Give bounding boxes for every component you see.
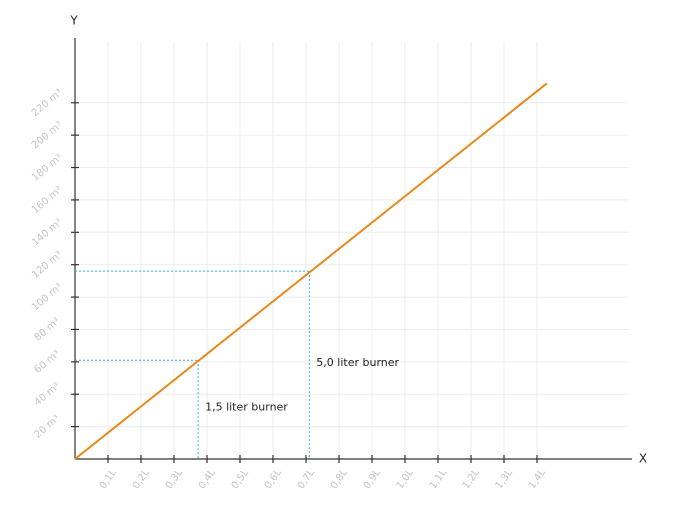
x-tick-label: 1,3L bbox=[494, 467, 516, 491]
y-tick-label: 140 m³ bbox=[30, 217, 65, 249]
annotation: 1,5 liter burner bbox=[205, 401, 288, 414]
x-tick-label: 0,3L bbox=[164, 467, 186, 491]
y-tick-label: 40 m³ bbox=[32, 381, 62, 408]
x-tick-label: 0,5L bbox=[230, 467, 252, 491]
y-tick-label: 200 m³ bbox=[30, 120, 65, 152]
x-tick-label: 1,4L bbox=[527, 467, 549, 491]
x-tick-label: 0,6L bbox=[263, 467, 285, 491]
y-tick-label: 160 m³ bbox=[30, 185, 65, 217]
x-tick-label: 0,8L bbox=[329, 467, 351, 491]
x-axis-label: X bbox=[639, 452, 647, 466]
y-axis-label: Y bbox=[69, 14, 78, 28]
y-tick-label: 80 m³ bbox=[32, 316, 62, 343]
y-tick-label: 220 m³ bbox=[30, 87, 65, 119]
y-tick-label: 20 m³ bbox=[32, 413, 62, 440]
x-tick-label: 1,2L bbox=[461, 467, 483, 491]
data-line bbox=[74, 82, 548, 460]
y-tick-label: 120 m³ bbox=[30, 249, 65, 281]
x-tick-label: 0,9L bbox=[362, 467, 384, 491]
x-tick-label: 0,7L bbox=[296, 467, 318, 491]
x-tick-label: 1,0L bbox=[395, 467, 417, 491]
x-tick-label: 1,1L bbox=[428, 467, 450, 491]
y-tick-label: 60 m³ bbox=[32, 348, 62, 375]
y-tick-label: 100 m³ bbox=[30, 282, 65, 314]
x-tick-label: 0,4L bbox=[197, 467, 219, 491]
x-tick-label: 0,1L bbox=[98, 467, 120, 491]
annotation: 5,0 liter burner bbox=[316, 356, 399, 369]
y-tick-label: 180 m³ bbox=[30, 152, 65, 184]
x-tick-label: 0,2L bbox=[131, 467, 153, 491]
